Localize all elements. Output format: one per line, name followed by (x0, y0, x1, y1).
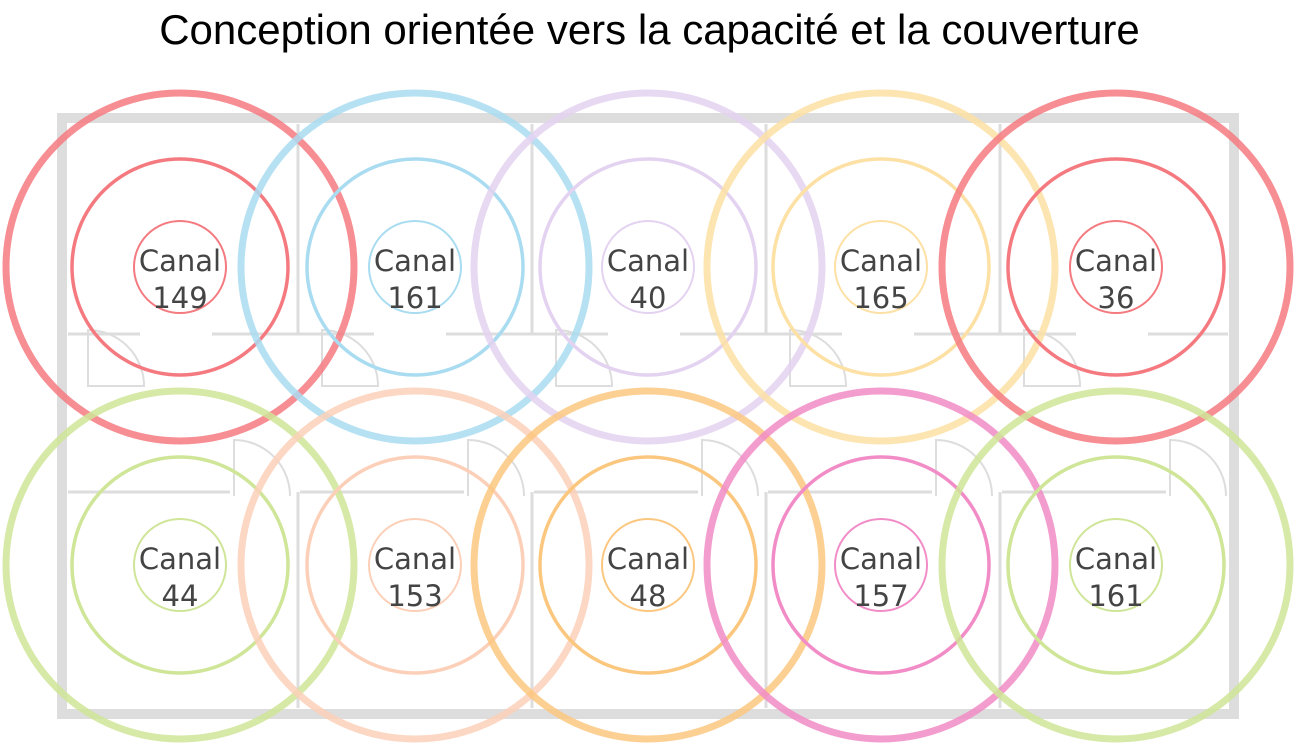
channel-word-label: Canal (1075, 244, 1157, 278)
coverage-ring-inner (1069, 518, 1163, 612)
coverage-ring-outer (703, 89, 1059, 445)
channel-number-label: 149 (152, 281, 207, 315)
channel-number-label: 165 (853, 281, 908, 315)
coverage-ring-inner (368, 220, 462, 314)
channel-word-label: Canal (607, 542, 689, 576)
floor-plan (57, 113, 1239, 719)
coverage-ring-outer (470, 89, 826, 445)
channel-number-label: 44 (162, 579, 199, 613)
coverage-ring-outer (703, 387, 1059, 743)
channel-number-label: 48 (630, 579, 667, 613)
channel-word-label: Canal (840, 244, 922, 278)
coverage-ring-middle (1006, 455, 1226, 675)
coverage-ring-outer (2, 387, 358, 743)
coverage-ring-inner (133, 220, 227, 314)
coverage-ring-inner (601, 220, 695, 314)
channel-word-label: Canal (1075, 542, 1157, 576)
coverage-ring-outer (237, 89, 593, 445)
coverage-ring-middle (538, 455, 758, 675)
coverage-ring-outer (2, 89, 358, 445)
channel-word-label: Canal (374, 542, 456, 576)
coverage-ring-outer (938, 89, 1294, 445)
channel-word-label: Canal (607, 244, 689, 278)
diagram-title: Conception orientée vers la capacité et … (159, 6, 1140, 53)
coverage-ring-outer (938, 387, 1294, 743)
channel-word-label: Canal (840, 542, 922, 576)
coverage-ring-outer (237, 387, 593, 743)
coverage-ring-inner (834, 518, 928, 612)
channel-number-label: 153 (387, 579, 442, 613)
coverage-ring-middle (70, 455, 290, 675)
room-walls (68, 124, 1228, 708)
coverage-ring-middle (70, 157, 290, 377)
coverage-ring-inner (133, 518, 227, 612)
channel-number-label: 36 (1098, 281, 1135, 315)
coverage-ring-middle (538, 157, 758, 377)
channel-number-label: 161 (1088, 579, 1143, 613)
channel-word-label: Canal (139, 244, 221, 278)
coverage-ring-outer (470, 387, 826, 743)
channel-number-label: 161 (387, 281, 442, 315)
coverage-ring-inner (834, 220, 928, 314)
channel-word-label: Canal (374, 244, 456, 278)
channel-number-label: 157 (853, 579, 908, 613)
coverage-ring-middle (771, 157, 991, 377)
coverage-ring-middle (305, 455, 525, 675)
channel-number-label: 40 (630, 281, 667, 315)
coverage-ring-inner (1069, 220, 1163, 314)
access-points: Canal149Canal161Canal40Canal165Canal36Ca… (2, 89, 1294, 743)
coverage-ring-inner (368, 518, 462, 612)
coverage-ring-middle (771, 455, 991, 675)
channel-word-label: Canal (139, 542, 221, 576)
coverage-ring-inner (601, 518, 695, 612)
building-outline (57, 113, 1239, 719)
coverage-ring-middle (305, 157, 525, 377)
coverage-ring-middle (1006, 157, 1226, 377)
